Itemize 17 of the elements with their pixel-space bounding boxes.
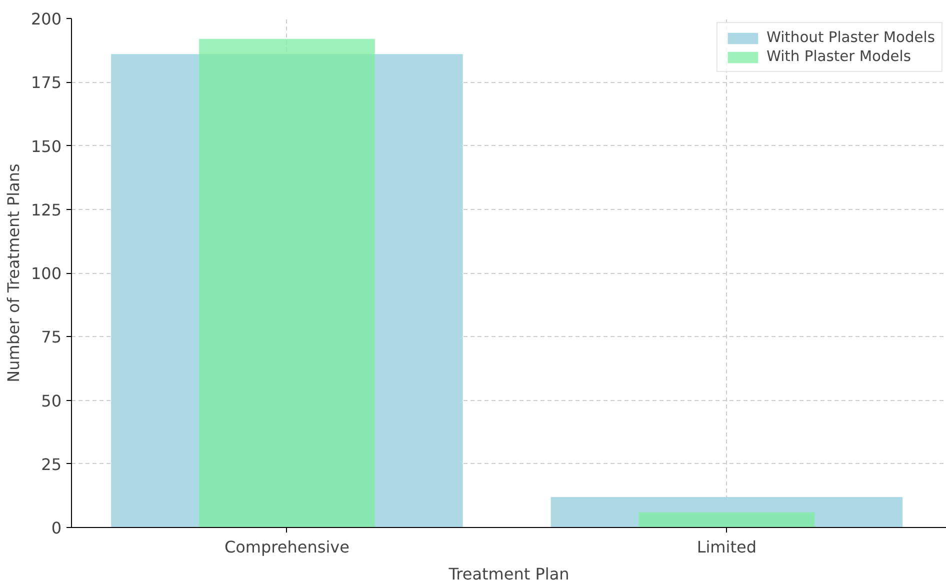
y-tick-label: 75 bbox=[41, 328, 62, 347]
bar bbox=[638, 512, 815, 528]
y-tick-label: 50 bbox=[41, 391, 62, 410]
y-tick-label: 25 bbox=[41, 454, 62, 474]
y-tick-label: 125 bbox=[30, 200, 62, 220]
y-tick-label: 200 bbox=[30, 10, 62, 28]
bar bbox=[199, 38, 375, 528]
y-axis-title: Number of Treatment Plans bbox=[4, 164, 23, 382]
x-tick-label: Comprehensive bbox=[224, 538, 350, 556]
legend-label: With Plaster Models bbox=[766, 48, 911, 65]
legend-label: Without Plaster Models bbox=[766, 29, 935, 46]
y-tick-label: 0 bbox=[51, 518, 62, 538]
x-tick-label: Limited bbox=[696, 538, 756, 556]
y-tick-label: 100 bbox=[30, 264, 62, 283]
y-tick-label: 175 bbox=[30, 73, 62, 92]
x-axis-title: Treatment Plan bbox=[448, 564, 570, 584]
y-tick-label: 150 bbox=[30, 136, 62, 156]
